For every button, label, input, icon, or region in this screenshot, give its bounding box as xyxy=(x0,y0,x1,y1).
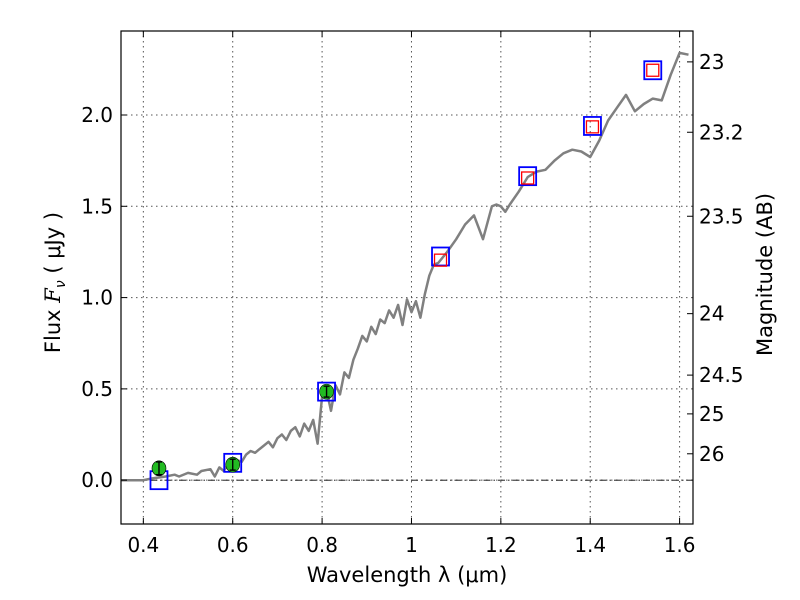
y2-tick-label: 23.5 xyxy=(699,204,744,228)
x-tick-label: 1.2 xyxy=(485,533,517,557)
sed-line xyxy=(121,51,689,482)
y-axis-label-symbol: F xyxy=(41,287,65,304)
x-tick-label: 0.8 xyxy=(306,533,338,557)
y2-tick-label: 23.2 xyxy=(699,120,744,144)
y-tick-label: 1.0 xyxy=(81,286,113,310)
y-axis-label-unit: ( μJy ) xyxy=(41,212,65,280)
y-tick-label: 2.0 xyxy=(81,103,113,127)
x-tick-label: 1.4 xyxy=(574,533,606,557)
y2-tick-label: 25 xyxy=(699,402,724,426)
x-tick-label: 0.4 xyxy=(127,533,159,557)
y2-axis-label: Magnitude (AB) xyxy=(753,193,777,356)
x-tick-label: 1 xyxy=(405,533,418,557)
model-photometry-box xyxy=(583,116,602,136)
observed-nir-box xyxy=(521,171,535,185)
y-tick-label: 0.0 xyxy=(81,468,113,492)
plot-frame xyxy=(120,30,694,525)
observed-nir-box xyxy=(646,63,660,77)
model-photometry-box xyxy=(431,246,450,267)
model-photometry-box xyxy=(518,166,538,187)
y2-tick-label: 23 xyxy=(699,50,724,74)
y-axis-label-subscript: ν xyxy=(53,280,69,288)
y-tick-label: 0.5 xyxy=(81,377,113,401)
grid-lines xyxy=(121,31,693,524)
x-axis-label: Wavelength λ (μm) xyxy=(307,563,508,587)
observed-nir-box xyxy=(585,120,600,134)
y-axis-label: Flux Fν ( μJy ) xyxy=(41,212,69,353)
data-series xyxy=(121,51,689,491)
y-axis-label-prefix: Flux xyxy=(41,303,65,353)
x-tick-label: 0.6 xyxy=(217,533,249,557)
x-tick-label: 1.6 xyxy=(664,533,696,557)
y2-tick-label: 24.5 xyxy=(699,363,744,387)
observed-nir-box xyxy=(433,253,448,267)
y2-tick-label: 26 xyxy=(699,442,724,466)
y2-tick-label: 24 xyxy=(699,302,724,326)
model-photometry-box xyxy=(643,60,663,81)
model-photometry-box xyxy=(317,381,336,402)
y-tick-label: 1.5 xyxy=(81,194,113,218)
axis-ticks: 0.4 0.6 0.8 1 1.2 1.4 1.6 0.0 0.5 1.0 1.5 2.0 23 23.2… xyxy=(81,31,744,557)
